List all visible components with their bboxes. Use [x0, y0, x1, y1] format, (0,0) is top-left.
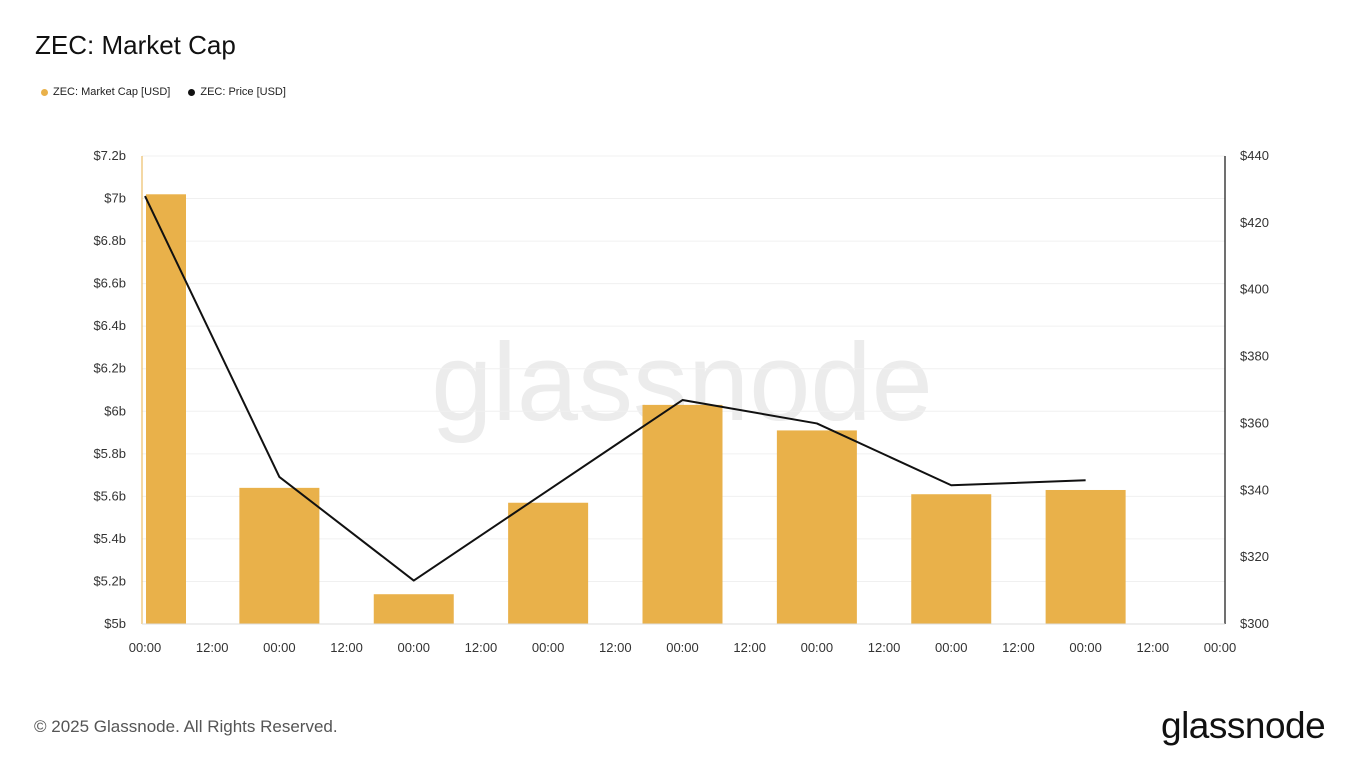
x-tick-label: 00:00 — [397, 640, 430, 655]
y-right-tick-label: $400 — [1240, 282, 1269, 297]
market-cap-bar — [642, 404, 723, 624]
y-right-tick-label: $320 — [1240, 549, 1269, 564]
x-tick-label: 00:00 — [1069, 640, 1102, 655]
y-right-tick-label: $440 — [1240, 148, 1269, 163]
y-left-tick-label: $5.4b — [93, 531, 126, 546]
y-left-tick-label: $7.2b — [93, 148, 126, 163]
y-left-tick-label: $5.8b — [93, 446, 126, 461]
copyright-text: © 2025 Glassnode. All Rights Reserved. — [34, 717, 338, 736]
x-tick-label: 12:00 — [599, 640, 632, 655]
price-line-group — [144, 195, 1086, 582]
legend-item-price[interactable]: ZEC: Price [USD] — [188, 86, 286, 98]
y-left-tick-label: $6.8b — [93, 233, 126, 248]
x-tick-label: 12:00 — [465, 640, 498, 655]
x-tick-label: 00:00 — [532, 640, 565, 655]
legend-marker-price — [188, 88, 196, 96]
y-right-tick-label: $360 — [1240, 415, 1269, 430]
market-cap-bar — [373, 594, 454, 624]
x-tick-label: 12:00 — [1002, 640, 1035, 655]
x-tick-label: 00:00 — [935, 640, 968, 655]
y-left-tick-label: $6.6b — [93, 276, 126, 291]
y-left-tick-label: $5b — [104, 616, 126, 631]
legend-marker-market-cap — [41, 88, 48, 96]
brand-logo: glassnode — [1161, 705, 1326, 746]
x-tick-label: 12:00 — [1137, 640, 1170, 655]
chart-title: ZEC: Market Cap — [35, 30, 236, 60]
price-line — [144, 195, 1086, 582]
market-cap-bar — [776, 430, 857, 624]
x-tick-label: 12:00 — [868, 640, 901, 655]
y-left-tick-label: $5.6b — [93, 488, 126, 503]
legend-item-market-cap[interactable]: ZEC: Market Cap [USD] — [41, 86, 170, 98]
x-tick-label: 12:00 — [733, 640, 766, 655]
x-tick-label: 00:00 — [129, 640, 162, 655]
y-left-tick-label: $6b — [104, 403, 126, 418]
x-tick-label: 00:00 — [1204, 640, 1237, 655]
legend-label-market-cap: ZEC: Market Cap [USD] — [53, 86, 171, 98]
x-tick-label: 00:00 — [666, 640, 699, 655]
y-right-tick-label: $380 — [1240, 349, 1269, 364]
legend-label-price: ZEC: Price [USD] — [200, 86, 286, 98]
axes-group: $7.2b $7b $6.8b $6.6b $6.4b $6.2b $6b $5.8b $5.6… — [93, 148, 1268, 655]
x-tick-label: 12:00 — [196, 640, 229, 655]
market-cap-bar — [1045, 489, 1126, 624]
y-left-tick-label: $6.4b — [93, 318, 126, 333]
x-tick-label: 00:00 — [263, 640, 296, 655]
y-right-tick-label: $420 — [1240, 215, 1269, 230]
market-cap-bar — [239, 487, 320, 624]
y-left-tick-label: $5.2b — [93, 573, 126, 588]
y-right-tick-label: $340 — [1240, 482, 1269, 497]
market-cap-bar — [911, 494, 992, 624]
x-tick-label: 00:00 — [801, 640, 834, 655]
market-cap-bar — [146, 194, 186, 625]
bars-group — [146, 194, 1126, 625]
y-right-tick-label: $300 — [1240, 616, 1269, 631]
chart-legend: ZEC: Market Cap [USD] ZEC: Price [USD] — [41, 86, 286, 98]
y-left-tick-label: $6.2b — [93, 361, 126, 376]
market-cap-bar — [508, 502, 589, 624]
x-tick-label: 12:00 — [330, 640, 363, 655]
y-left-tick-label: $7b — [104, 191, 126, 206]
